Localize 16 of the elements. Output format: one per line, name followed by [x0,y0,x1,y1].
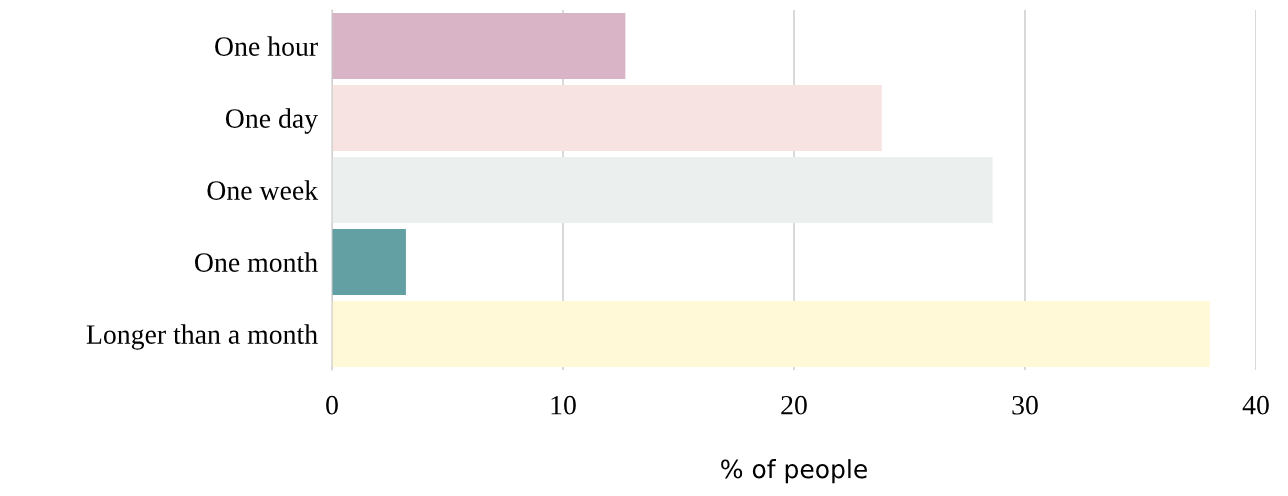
x-tick-label: 0 [326,395,338,415]
y-tick-label: Longer than a month [86,324,318,350]
y-tick-label: One month [195,252,318,272]
x-tick-label: 20 [781,395,807,415]
bar [332,300,1210,368]
x-tick-label: 40 [1242,395,1269,415]
y-tick-label: One week [207,180,319,200]
bar [332,12,626,80]
y-tick-label: One day [225,108,318,134]
y-tick-label: One hour [215,36,318,56]
bar [332,84,882,152]
x-tick-label: 30 [1012,395,1038,415]
bar [332,156,993,224]
x-tick-label: 10 [551,395,576,415]
bar [332,228,406,296]
x-axis-title: % of people [721,459,867,484]
